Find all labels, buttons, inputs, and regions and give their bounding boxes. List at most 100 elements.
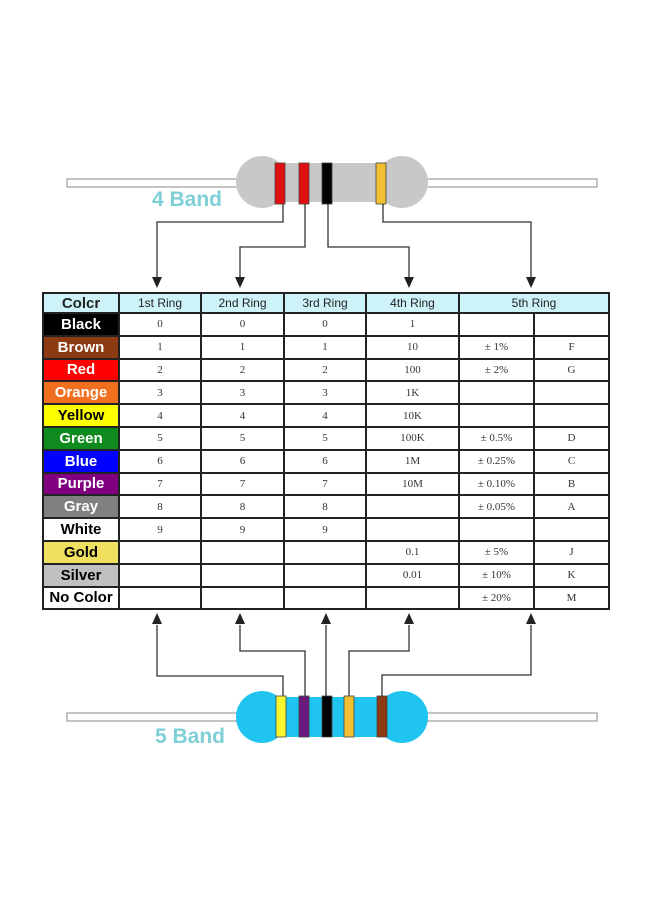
cell-r1: 7 [118, 471, 202, 497]
cell-r3: 1 [283, 334, 367, 360]
color-name-cell: Gold [42, 539, 120, 565]
cell-tol: ± 2% [458, 357, 535, 383]
cell-tol: ± 0.5% [458, 425, 535, 451]
cell-r1: 2 [118, 357, 202, 383]
header-color: Colcr [42, 292, 120, 314]
cell-r4 [365, 494, 460, 520]
cell-r3: 2 [283, 357, 367, 383]
color-band [298, 162, 310, 205]
five-band-resistor [66, 691, 598, 743]
color-band [321, 695, 333, 738]
arrowheads-down [152, 277, 536, 288]
cell-r3 [283, 562, 367, 588]
cell-tol: ± 5% [458, 539, 535, 565]
header-ring-3: 3rd Ring [283, 292, 367, 314]
cell-r2 [200, 562, 285, 588]
cell-code: B [532, 471, 611, 497]
cell-code: C [532, 448, 611, 474]
cell-r3: 6 [283, 448, 367, 474]
cell-r2: 9 [200, 517, 285, 542]
cell-code [532, 403, 611, 428]
cell-r3 [283, 539, 367, 565]
cell-r2: 2 [200, 357, 285, 383]
color-band [321, 162, 333, 205]
color-band [274, 162, 286, 205]
color-name-cell: Orange [42, 380, 120, 406]
cell-code: F [532, 334, 611, 360]
table-row: Yellow 4 4 4 10K [42, 403, 611, 428]
cell-r3: 5 [283, 425, 367, 451]
cell-r4: 0.1 [365, 539, 460, 565]
cell-r1: 3 [118, 380, 202, 406]
color-name-cell: Purple [42, 471, 120, 497]
cell-tol: ± 1% [458, 334, 535, 360]
table-row: Gray 8 8 8 ± 0.05% A [42, 494, 611, 520]
cell-r3: 9 [283, 517, 367, 542]
cell-r3 [283, 585, 367, 611]
table-row: White 9 9 9 [42, 517, 611, 542]
cell-r2: 6 [200, 448, 285, 474]
color-name-cell: No Color [42, 585, 120, 611]
color-name-cell: White [42, 517, 120, 542]
cell-code [532, 380, 611, 406]
color-name-cell: Silver [42, 562, 120, 588]
color-name-cell: Brown [42, 334, 120, 360]
cell-tol [458, 517, 535, 542]
cell-r1: 1 [118, 334, 202, 360]
color-name-cell: Black [42, 312, 120, 337]
cell-r3: 8 [283, 494, 367, 520]
color-name-cell: Blue [42, 448, 120, 474]
cell-code: K [532, 562, 611, 588]
cell-tol: ± 20% [458, 585, 535, 611]
arrowheads-up [152, 613, 536, 624]
cell-r4 [365, 585, 460, 611]
color-band [343, 695, 355, 738]
cell-r4: 100 [365, 357, 460, 383]
color-name-cell: Red [42, 357, 120, 383]
header-ring-4: 4th Ring [365, 292, 460, 314]
four-band-arrows [156, 204, 532, 278]
five-band-arrows [156, 625, 532, 696]
cell-r1: 8 [118, 494, 202, 520]
four-band-resistor [66, 156, 598, 208]
table-row: Red 2 2 2 100 ± 2% G [42, 357, 611, 383]
cell-r3: 3 [283, 380, 367, 406]
cell-code: G [532, 357, 611, 383]
cell-r1: 6 [118, 448, 202, 474]
header-ring-1: 1st Ring [118, 292, 202, 314]
cell-tol: ± 0.05% [458, 494, 535, 520]
color-band [298, 695, 310, 738]
color-band [275, 695, 287, 738]
cell-r4: 10M [365, 471, 460, 497]
cell-r1 [118, 562, 202, 588]
cell-tol [458, 312, 535, 337]
cell-tol: ± 0.25% [458, 448, 535, 474]
cell-r2: 5 [200, 425, 285, 451]
color-band [376, 695, 388, 738]
cell-tol [458, 403, 535, 428]
color-name-cell: Yellow [42, 403, 120, 428]
cell-code [532, 312, 611, 337]
cell-r2 [200, 539, 285, 565]
cell-r2: 1 [200, 334, 285, 360]
table-row: Orange 3 3 3 1K [42, 380, 611, 406]
cell-r3: 7 [283, 471, 367, 497]
cell-r4: 1M [365, 448, 460, 474]
five-band-label: 5 Band [155, 725, 226, 748]
cell-r4: 1 [365, 312, 460, 337]
cell-r1 [118, 539, 202, 565]
color-band [375, 162, 387, 205]
cell-r4: 1K [365, 380, 460, 406]
header-ring-5: 5th Ring [457, 292, 611, 314]
cell-r3: 0 [283, 312, 367, 337]
table-row: No Color ± 20% M [42, 585, 611, 611]
cell-r4 [365, 517, 460, 542]
cell-r1: 9 [118, 517, 202, 542]
cell-r2: 8 [200, 494, 285, 520]
cell-r2: 4 [200, 403, 285, 428]
cell-r1 [118, 585, 202, 611]
four-band-label: 4 Band [152, 188, 223, 211]
cell-r4: 0.01 [365, 562, 460, 588]
cell-code: D [532, 425, 611, 451]
